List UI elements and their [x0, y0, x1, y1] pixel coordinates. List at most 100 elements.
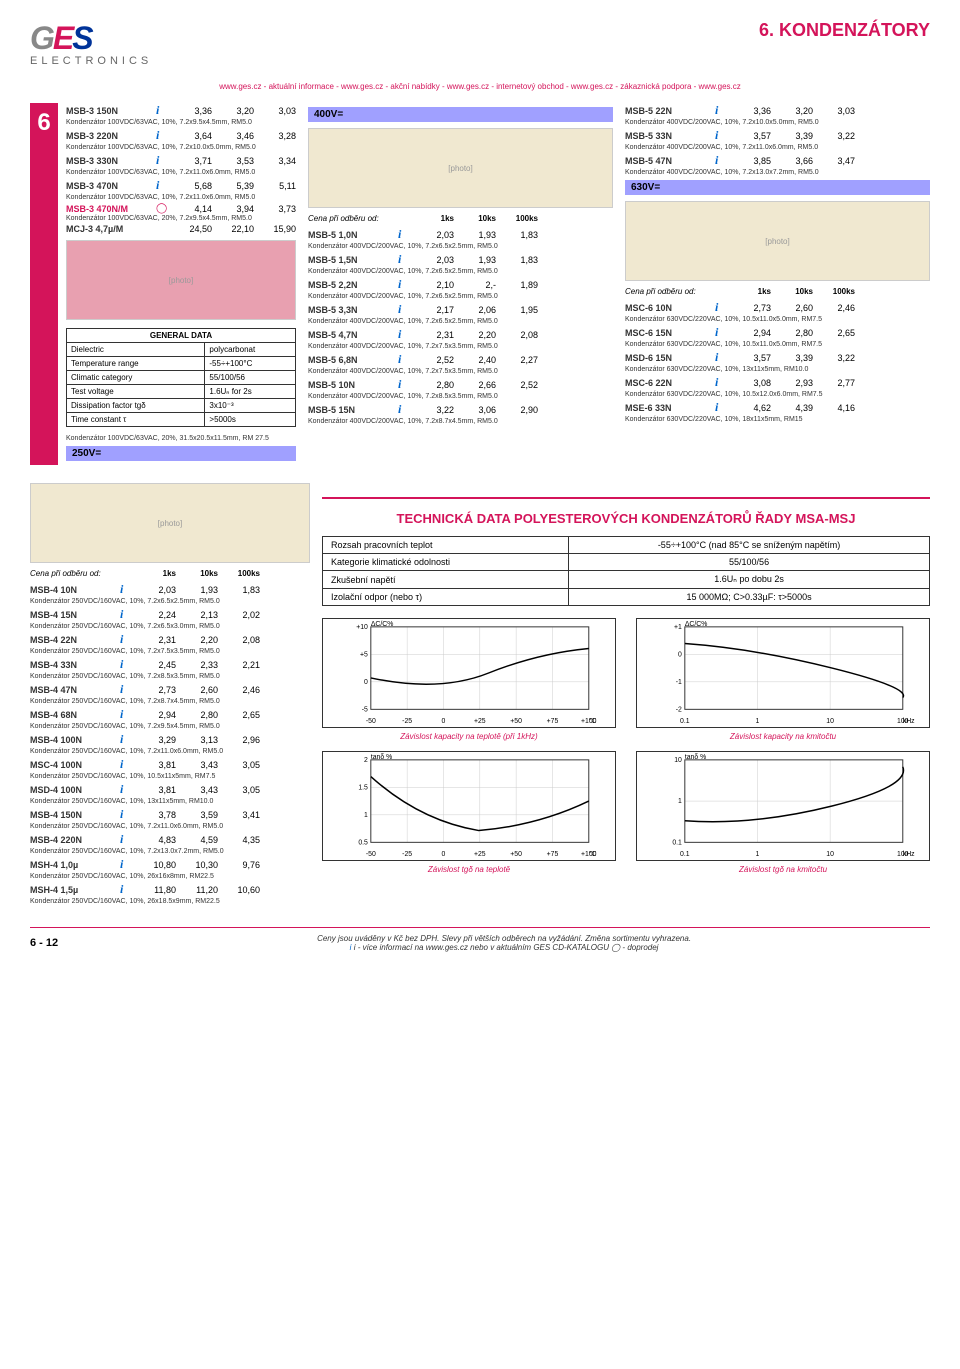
logo: GES ELECTRONICS [30, 20, 152, 67]
product-desc: Kondenzátor 400VDC/200VAC, 10%, 7.2x6.5x… [308, 243, 613, 250]
price: 3,39 [771, 353, 813, 363]
svg-text:°C: °C [589, 717, 597, 725]
svg-text:+5: +5 [360, 651, 368, 658]
product-desc: Kondenzátor 630VDC/220VAC, 10%, 10.5x12.… [625, 391, 930, 398]
product-name: MSB-3 470N/M [66, 204, 156, 214]
page-number: 6 - 12 [30, 937, 58, 949]
svg-text:10: 10 [826, 851, 834, 858]
price: 1,93 [176, 585, 218, 595]
info-icon: i [120, 857, 134, 872]
product-name: MSB-4 15N [30, 610, 120, 620]
price: 3,05 [218, 785, 260, 795]
svg-text:-2: -2 [676, 706, 682, 713]
product-desc: Kondenzátor 250VDC/160VAC, 10%, 10.5x11x… [30, 773, 310, 780]
price: 3,57 [729, 131, 771, 141]
product-name: MSB-4 33N [30, 660, 120, 670]
svg-text:0: 0 [364, 679, 368, 686]
product-name: MSB-4 22N [30, 635, 120, 645]
price: 1,83 [496, 255, 538, 265]
product-item: MSD-6 15Ni3,573,393,22Kondenzátor 630VDC… [625, 350, 930, 373]
product-item: MSB-4 47Ni2,732,602,46Kondenzátor 250VDC… [30, 682, 310, 705]
product-name: MSB-3 470N [66, 181, 156, 191]
product-desc: Kondenzátor 100VDC/63VAC, 10%, 7.2x11.0x… [66, 194, 296, 201]
price: 2,94 [134, 710, 176, 720]
price: 3,81 [134, 785, 176, 795]
price: 1,83 [218, 585, 260, 595]
price-header: Cena při odběru od: 1ks 10ks 100ks [308, 214, 613, 223]
product-name: MSB-5 4,7N [308, 330, 398, 340]
chart-tand-temp: -50-250+25+50+75+10021.510.5tanδ %°C [322, 751, 616, 861]
product-desc: Kondenzátor 250VDC/160VAC, 10%, 7.2x8.7x… [30, 698, 310, 705]
product-item: MSB-4 33Ni2,452,332,21Kondenzátor 250VDC… [30, 657, 310, 680]
price: 2,08 [496, 330, 538, 340]
price: 2,52 [496, 380, 538, 390]
info-icon: i [398, 227, 412, 242]
price: 3,73 [254, 204, 296, 214]
product-name: MSB-3 220N [66, 131, 156, 141]
product-item: MSB-4 220Ni4,834,594,35Kondenzátor 250VD… [30, 832, 310, 855]
product-name: MCJ-3 4,7µ/M [66, 224, 156, 234]
product-item: MSE-6 33Ni4,624,394,16Kondenzátor 630VDC… [625, 400, 930, 423]
info-icon: i [120, 632, 134, 647]
price: 2,52 [412, 355, 454, 365]
product-item: MSB-4 100Ni3,293,132,96Kondenzátor 250VD… [30, 732, 310, 755]
info-icon: i [715, 153, 729, 168]
price: 1,95 [496, 305, 538, 315]
price-header: Cena při odběru od: 1ks 10ks 100ks [625, 287, 930, 296]
product-item: MSB-3 220Ni3,643,463,28Kondenzátor 100VD… [66, 128, 296, 151]
side-tab: 6 [30, 103, 58, 465]
price: 2,02 [218, 610, 260, 620]
price: 5,11 [254, 181, 296, 191]
product-name: MSC-6 10N [625, 303, 715, 313]
tech-data-table: Rozsah pracovních teplot-55÷+100°C (nad … [322, 536, 930, 606]
price: 3,20 [212, 106, 254, 116]
price: 3,34 [254, 156, 296, 166]
product-item: MSB-4 150Ni3,783,593,41Kondenzátor 250VD… [30, 807, 310, 830]
product-item: MSB-3 330Ni3,713,533,34Kondenzátor 100VD… [66, 153, 296, 176]
product-desc: Kondenzátor 400VDC/200VAC, 10%, 7.2x8.5x… [308, 393, 613, 400]
price: 3,66 [771, 156, 813, 166]
product-desc: Kondenzátor 100VDC/63VAC, 10%, 7.2x10.0x… [66, 144, 296, 151]
product-desc: Kondenzátor 250VDC/160VAC, 10%, 7.2x8.5x… [30, 673, 310, 680]
product-name: MSH-4 1,0µ [30, 860, 120, 870]
svg-text:ΔC/C%: ΔC/C% [371, 621, 394, 628]
info-icon: i [715, 300, 729, 315]
svg-text:1: 1 [364, 812, 368, 819]
price: 2,80 [176, 710, 218, 720]
product-desc: Kondenzátor 100VDC/63VAC, 10%, 7.2x9.5x4… [66, 119, 296, 126]
price: 3,59 [176, 810, 218, 820]
price: 2,60 [771, 303, 813, 313]
svg-text:10: 10 [826, 718, 834, 725]
price: 2,13 [176, 610, 218, 620]
price: 4,35 [218, 835, 260, 845]
svg-text:1.5: 1.5 [358, 784, 368, 791]
svg-text:+10: +10 [356, 624, 368, 631]
price: 22,10 [212, 224, 254, 234]
price: 2,03 [134, 585, 176, 595]
svg-text:-50: -50 [366, 851, 376, 858]
product-item: MSB-5 10Ni2,802,662,52Kondenzátor 400VDC… [308, 377, 613, 400]
svg-text:+75: +75 [547, 851, 559, 858]
svg-text:-25: -25 [402, 718, 412, 725]
info-icon: i [120, 682, 134, 697]
info-icon: i [156, 178, 170, 193]
price: 3,43 [176, 760, 218, 770]
price: 11,80 [134, 885, 176, 895]
product-item: MSB-3 150Ni3,363,203,03Kondenzátor 100VD… [66, 103, 296, 126]
product-item: MSC-6 22Ni3,082,932,77Kondenzátor 630VDC… [625, 375, 930, 398]
product-name: MSD-4 100N [30, 785, 120, 795]
price: 3,29 [134, 735, 176, 745]
svg-text:-25: -25 [402, 851, 412, 858]
price: 2,65 [218, 710, 260, 720]
svg-text:0.1: 0.1 [672, 839, 682, 846]
product-item: MSC-6 15Ni2,942,802,65Kondenzátor 630VDC… [625, 325, 930, 348]
price: 1,93 [454, 255, 496, 265]
price: 2,94 [729, 328, 771, 338]
price: 2,90 [496, 405, 538, 415]
product-desc: Kondenzátor 250VDC/160VAC, 10%, 7.2x13.0… [30, 848, 310, 855]
price: 2,60 [176, 685, 218, 695]
chart-capacity-freq: 0.1110100+10-1-2ΔC/C%kHz [636, 618, 930, 728]
price: 2,- [454, 280, 496, 290]
product-item: MSH-4 1,5µi11,8011,2010,60Kondenzátor 25… [30, 882, 310, 905]
product-name: MSB-5 47N [625, 156, 715, 166]
